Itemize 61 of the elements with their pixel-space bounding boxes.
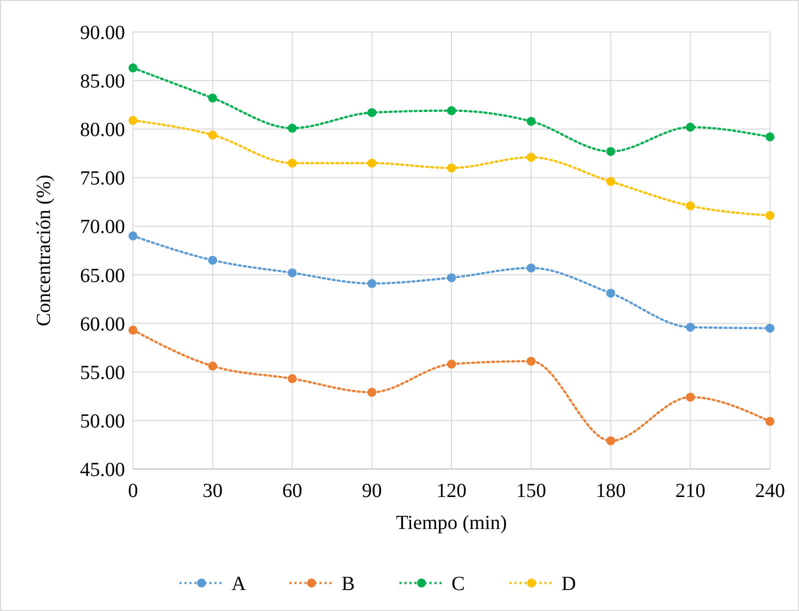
- point: [606, 288, 616, 298]
- point: [288, 124, 297, 133]
- point: [686, 122, 695, 132]
- legend-label: B: [342, 573, 355, 595]
- point: [686, 392, 695, 402]
- legend-label: A: [232, 573, 246, 595]
- x-tick-label: 60: [282, 480, 302, 502]
- point: [128, 116, 138, 125]
- point: [526, 263, 536, 272]
- point: [606, 146, 616, 156]
- point: [447, 273, 456, 282]
- point: [766, 416, 774, 426]
- point: [447, 360, 456, 369]
- point: [208, 256, 218, 265]
- point: [447, 106, 456, 116]
- point: [766, 324, 774, 333]
- point: [686, 201, 695, 210]
- point: [288, 158, 297, 168]
- point: [526, 152, 536, 162]
- point: [606, 177, 616, 186]
- legend-label: D: [562, 573, 576, 595]
- point: [686, 322, 695, 332]
- x-tick-label: 30: [202, 480, 223, 502]
- x-tick-label: 150: [516, 480, 546, 502]
- y-tick-label: 65.00: [80, 264, 125, 287]
- point: [367, 158, 376, 168]
- y-tick-label: 85.00: [80, 70, 125, 93]
- x-tick-label: 210: [675, 480, 706, 502]
- x-tick-label: 240: [755, 480, 785, 502]
- point: [208, 130, 218, 140]
- y-tick-label: 60.00: [80, 313, 125, 336]
- point: [367, 108, 376, 118]
- x-tick-label: 120: [436, 480, 466, 502]
- point: [288, 268, 297, 278]
- y-tick-label: 55.00: [80, 362, 125, 384]
- point: [208, 362, 218, 371]
- y-tick-label: 75.00: [80, 168, 125, 190]
- point: [766, 211, 774, 220]
- x-tick-label: 180: [596, 480, 626, 502]
- point: [606, 436, 616, 446]
- legend-label: C: [452, 573, 465, 595]
- point: [766, 132, 774, 142]
- point: [526, 116, 536, 126]
- point: [367, 279, 376, 288]
- x-axis-title: Tiempo (min): [396, 512, 507, 534]
- x-tick-label: 0: [128, 480, 138, 502]
- point: [447, 163, 456, 172]
- y-axis-title: Concentración (%): [33, 174, 55, 326]
- point: [128, 231, 138, 240]
- point: [128, 63, 138, 72]
- y-tick-label: 80.00: [80, 119, 125, 142]
- point: [128, 326, 138, 335]
- y-tick-label: 90.00: [80, 22, 125, 44]
- point: [526, 356, 536, 366]
- point: [208, 94, 218, 103]
- x-tick-label: 90: [362, 480, 382, 502]
- point: [288, 374, 297, 384]
- y-tick-label: 50.00: [80, 410, 125, 432]
- y-tick-label: 70.00: [80, 216, 125, 238]
- point: [367, 388, 376, 397]
- y-tick-label: 45.00: [80, 459, 125, 481]
